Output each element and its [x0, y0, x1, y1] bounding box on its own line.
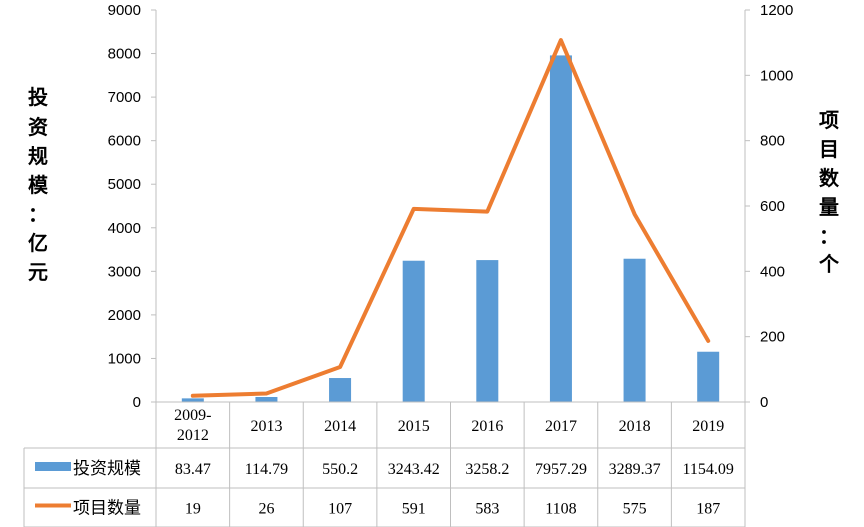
bar — [476, 260, 499, 402]
y-left-title-char: 资 — [28, 115, 48, 139]
x-category-label: 2019 — [692, 418, 724, 435]
y-right-title-char: 数 — [819, 166, 840, 190]
data-table: 2009-2012 2013 2014 2015 2016 2017 2018 2019 投资规… — [23, 401, 746, 527]
y-left-title-char: 模 — [28, 173, 49, 197]
legend-label: 投资规模 — [73, 459, 141, 479]
data-label: 1108 — [545, 501, 576, 518]
y-right-title-char: ： — [819, 224, 839, 248]
bar — [623, 258, 646, 402]
y-left-tick-label: 5000 — [108, 176, 141, 193]
x-category-label: 2013 — [250, 418, 282, 435]
legend-label: 项目数量 — [73, 499, 141, 519]
y-right-tick-label: 800 — [760, 133, 785, 150]
bar — [549, 55, 572, 403]
bar — [402, 260, 425, 402]
data-label: 3289.37 — [609, 461, 661, 478]
y-left-title-char: 投 — [28, 85, 48, 109]
y-right-title-char: 量 — [819, 195, 839, 219]
y-right-title-char: 目 — [819, 137, 839, 161]
y-left-tick-label: 8000 — [108, 46, 141, 63]
bar — [329, 378, 352, 402]
data-label: 26 — [258, 501, 274, 518]
axes: 0 1000 2000 3000 4000 5000 6000 7000 8000 9000 0 20… — [108, 2, 794, 411]
y-left-title-char: 亿 — [28, 231, 48, 255]
data-label: 1154.09 — [682, 461, 733, 478]
data-label: 83.47 — [175, 461, 211, 478]
bar — [255, 397, 278, 402]
data-label: 550.2 — [322, 461, 358, 478]
y-right-title-char: 项 — [819, 108, 839, 132]
y-right-tick-label: 600 — [760, 198, 785, 215]
data-label: 3258.2 — [465, 461, 509, 478]
y-left-tick-label: 2000 — [108, 307, 141, 324]
bar — [697, 351, 720, 402]
y-right-tick-label: 1200 — [760, 2, 793, 19]
y-right-tick-label: 1000 — [760, 67, 793, 84]
y-right-tick-label: 200 — [760, 329, 785, 346]
axis-titles: 投资规模 ： 亿元 项目数量 ： 个 — [28, 85, 840, 284]
y-right-tick-label: 0 — [760, 394, 768, 411]
y-left-tick-label: 9000 — [108, 2, 141, 19]
line-series — [190, 38, 711, 398]
y-left-title-char: 规 — [28, 144, 48, 168]
bar — [181, 398, 204, 402]
y-right-title-char: 个 — [818, 252, 840, 276]
y-left-tick-label: 0 — [133, 394, 141, 411]
data-label: 107 — [328, 501, 352, 518]
y-left-tick-label: 6000 — [108, 133, 141, 150]
y-left-tick-label: 3000 — [108, 263, 141, 280]
bar-series — [181, 55, 720, 403]
data-label: 591 — [402, 501, 426, 518]
data-label: 575 — [623, 501, 647, 518]
data-label: 583 — [475, 501, 499, 518]
x-category-label: 2014 — [324, 418, 356, 435]
x-category-label: 2016 — [471, 418, 503, 435]
y-right-tick-label: 400 — [760, 263, 785, 280]
data-label: 3243.42 — [388, 461, 440, 478]
x-category-label: 2017 — [545, 418, 577, 435]
x-category-label: 2018 — [619, 418, 651, 435]
y-left-tick-label: 1000 — [108, 350, 141, 367]
data-label: 7957.29 — [535, 461, 587, 478]
data-label: 187 — [696, 501, 720, 518]
y-left-tick-label: 4000 — [108, 220, 141, 237]
y-left-title-char: ： — [28, 202, 48, 226]
y-left-tick-label: 7000 — [108, 89, 141, 106]
y-left-title-char: 元 — [28, 260, 48, 284]
x-category-label: 2015 — [398, 418, 430, 435]
legend-swatch-bar — [35, 462, 71, 471]
x-category-label: 2009-2012 — [174, 407, 211, 444]
line-path — [190, 38, 711, 398]
data-label: 19 — [185, 501, 201, 518]
data-label: 114.79 — [245, 461, 288, 478]
